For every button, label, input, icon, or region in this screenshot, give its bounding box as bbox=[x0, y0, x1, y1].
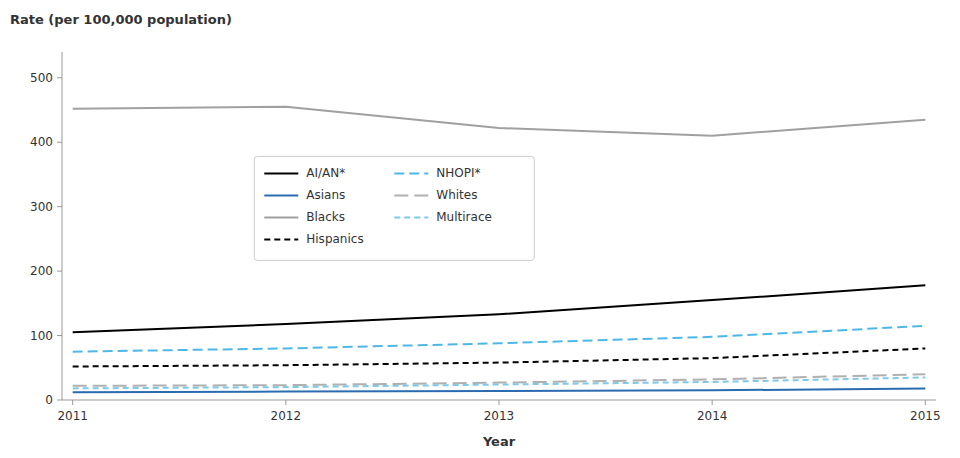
legend-label: Blacks bbox=[306, 210, 345, 224]
legend-swatch bbox=[264, 194, 298, 196]
x-tick bbox=[72, 400, 73, 405]
x-tick bbox=[285, 400, 286, 405]
series-line bbox=[73, 285, 926, 332]
y-tick-label: 400 bbox=[30, 135, 53, 149]
y-axis-line bbox=[62, 52, 63, 400]
y-tick bbox=[57, 335, 62, 336]
x-tick bbox=[499, 400, 500, 405]
y-tick-label: 200 bbox=[30, 264, 53, 278]
series-line bbox=[73, 107, 926, 136]
lines bbox=[73, 107, 926, 392]
legend-frame bbox=[254, 156, 534, 260]
legend: AI/AN* Asians Blacks Hispanics NHOPI* Whites M… bbox=[254, 156, 534, 260]
legend-swatch bbox=[264, 238, 298, 240]
series-line bbox=[73, 326, 926, 352]
y-tick bbox=[57, 400, 62, 401]
legend-label: AI/AN* bbox=[306, 166, 345, 180]
chart: 0 100 200 300 400 500 2011 2012 2013 2014 2015 Rate… bbox=[0, 0, 960, 458]
x-tick bbox=[712, 400, 713, 405]
y-tick-label: 100 bbox=[30, 329, 53, 343]
series-line bbox=[73, 388, 926, 392]
y-tick bbox=[57, 77, 62, 78]
y-tick bbox=[57, 271, 62, 272]
x-tick bbox=[925, 400, 926, 405]
y-tick-label: 500 bbox=[30, 71, 53, 85]
x-tick-label: 2015 bbox=[910, 409, 941, 423]
legend-label: Asians bbox=[306, 188, 345, 202]
x-tick-label: 2011 bbox=[57, 409, 88, 423]
y-tick bbox=[57, 206, 62, 207]
legend-swatch bbox=[394, 216, 428, 218]
x-tick-label: 2012 bbox=[271, 409, 302, 423]
y-tick bbox=[57, 142, 62, 143]
legend-swatch bbox=[264, 216, 298, 218]
legend-swatch bbox=[264, 172, 298, 174]
x-tick-label: 2013 bbox=[484, 409, 515, 423]
legend-swatch bbox=[394, 194, 428, 196]
series-line bbox=[73, 377, 926, 388]
x-axis-label: Year bbox=[482, 434, 516, 449]
y-tick-label: 300 bbox=[30, 200, 53, 214]
legend-label: Whites bbox=[436, 188, 477, 202]
legend-swatch bbox=[394, 172, 428, 174]
y-axis-label: Rate (per 100,000 population) bbox=[10, 12, 232, 27]
legend-label: Multirace bbox=[436, 210, 492, 224]
legend-label: NHOPI* bbox=[436, 166, 480, 180]
legend-label: Hispanics bbox=[306, 232, 363, 246]
series-line bbox=[73, 348, 926, 366]
y-tick-label: 0 bbox=[45, 393, 53, 407]
x-tick-label: 2014 bbox=[697, 409, 728, 423]
